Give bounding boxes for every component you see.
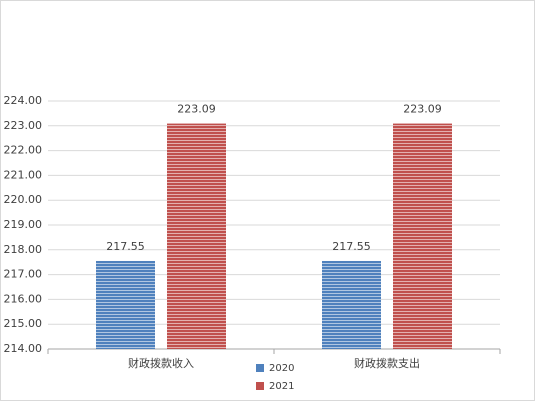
legend-swatch <box>256 382 264 390</box>
y-tick-label: 217.00 <box>4 268 43 281</box>
data-label: 217.55 <box>106 240 145 253</box>
bar <box>393 123 452 350</box>
y-tick-label: 220.00 <box>4 193 43 206</box>
data-label: 223.09 <box>403 103 442 116</box>
legend-label: 2020 <box>269 363 294 374</box>
x-tick-label: 财政拨款收入 <box>128 356 194 370</box>
y-tick-label: 215.00 <box>4 317 43 330</box>
bar <box>167 123 226 350</box>
y-tick-label: 224.00 <box>4 94 43 107</box>
y-tick-label: 223.00 <box>4 119 43 132</box>
y-tick-label: 222.00 <box>4 144 43 157</box>
legend-swatch <box>256 364 264 372</box>
y-tick-label: 221.00 <box>4 168 43 181</box>
y-tick-label: 218.00 <box>4 243 43 256</box>
legend-label: 2021 <box>269 381 294 392</box>
y-tick-label: 216.00 <box>4 292 43 305</box>
bar <box>96 260 155 349</box>
x-tick-label: 财政拨款支出 <box>354 356 420 370</box>
bar <box>322 260 381 349</box>
data-label: 217.55 <box>332 240 371 253</box>
y-tick-label: 214.00 <box>4 342 43 355</box>
data-label: 223.09 <box>177 103 216 116</box>
y-tick-label: 219.00 <box>4 218 43 231</box>
